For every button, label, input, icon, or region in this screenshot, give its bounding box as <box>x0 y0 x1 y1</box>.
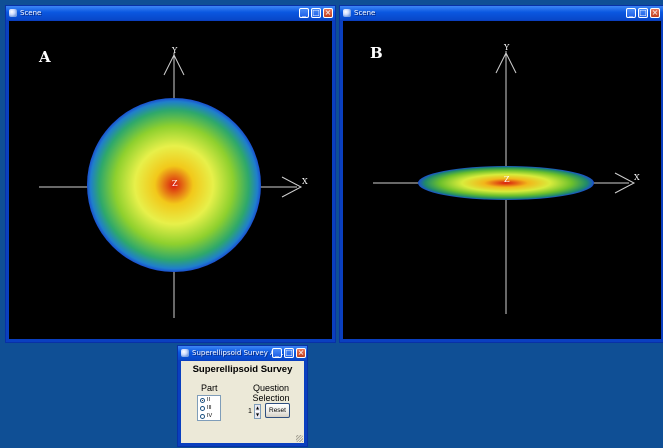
survey-dialog-titlebar[interactable]: Superellipsoid Survey Ap... _ □ × <box>178 346 307 360</box>
scene-b-render[interactable]: B X Y Z <box>343 21 661 339</box>
scene-a-title: Scene <box>20 9 42 17</box>
part-option-label: IV <box>207 413 213 419</box>
java-app-icon <box>9 9 17 17</box>
minimize-button[interactable]: _ <box>272 348 282 358</box>
x-axis-arrow <box>614 172 636 194</box>
survey-dialog-title: Superellipsoid Survey Ap... <box>192 349 286 357</box>
y-axis-label: Y <box>171 46 178 55</box>
y-axis-arrow <box>495 51 517 74</box>
x-axis-label: X <box>302 177 308 186</box>
java-app-icon <box>343 9 351 17</box>
question-spinner[interactable]: ▲ ▼ <box>254 404 261 419</box>
panel-label-a: A <box>38 48 51 66</box>
spinner-up-icon[interactable]: ▲ <box>255 405 260 411</box>
scene-b-titlebar[interactable]: Scene _ □ × <box>340 6 663 20</box>
x-axis-label: X <box>634 173 640 182</box>
scene-b-canvas[interactable]: B X Y Z <box>343 21 661 339</box>
radio-button[interactable] <box>200 406 205 411</box>
part-option-iv[interactable]: IV <box>200 413 220 420</box>
radio-button[interactable] <box>200 414 205 419</box>
question-value[interactable]: 1 <box>248 408 252 415</box>
close-button[interactable]: × <box>323 8 333 18</box>
superellipsoid-disc <box>418 166 594 200</box>
maximize-button[interactable]: □ <box>638 8 648 18</box>
panel-label-b: B <box>370 44 383 62</box>
scene-window-a[interactable]: Scene _ □ × A X <box>5 5 336 343</box>
minimize-button[interactable]: _ <box>626 8 636 18</box>
part-label: Part <box>201 383 218 393</box>
maximize-button[interactable]: □ <box>284 348 294 358</box>
minimize-button[interactable]: _ <box>299 8 309 18</box>
reset-button[interactable]: Reset <box>265 403 290 418</box>
part-option-label: II <box>207 397 211 403</box>
scene-a-canvas[interactable]: A X Y Z <box>9 21 332 339</box>
scene-a-titlebar[interactable]: Scene _ □ × <box>6 6 335 20</box>
part-option-ii[interactable]: II <box>200 397 220 404</box>
z-axis-label: Z <box>172 179 178 188</box>
maximize-button[interactable]: □ <box>311 8 321 18</box>
y-axis-label: Y <box>503 43 510 52</box>
spinner-down-icon[interactable]: ▼ <box>255 412 260 418</box>
question-selection-label: Question Selection <box>252 383 290 403</box>
scene-a-render[interactable]: A X Y Z <box>9 21 332 339</box>
survey-heading: Superellipsoid Survey <box>192 364 293 375</box>
x-axis-arrow <box>281 176 303 198</box>
part-option-label: III <box>207 405 212 411</box>
java-app-icon <box>181 349 189 357</box>
scene-b-title: Scene <box>354 9 376 17</box>
survey-dialog-body: Superellipsoid Survey Part II III IV Que… <box>181 361 304 443</box>
z-axis-label: Z <box>504 175 510 184</box>
survey-dialog[interactable]: Superellipsoid Survey Ap... _ □ × Supere… <box>177 345 308 447</box>
radio-button-selected[interactable] <box>200 398 205 403</box>
part-option-iii[interactable]: III <box>200 405 220 412</box>
close-button[interactable]: × <box>296 348 306 358</box>
resize-grip-icon[interactable] <box>296 435 303 442</box>
superellipsoid-sphere <box>87 98 261 272</box>
scene-window-b[interactable]: Scene _ □ × B X Y Z <box>339 5 663 343</box>
close-button[interactable]: × <box>650 8 660 18</box>
part-radio-group: II III IV <box>197 395 221 421</box>
y-axis-arrow <box>163 53 185 76</box>
